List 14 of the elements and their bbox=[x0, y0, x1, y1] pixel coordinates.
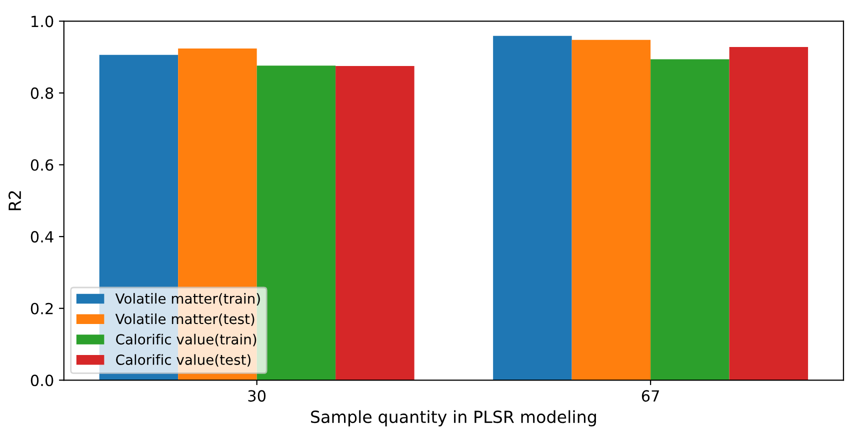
x-tick-label: 30 bbox=[248, 390, 266, 402]
legend-label: Volatile matter(train) bbox=[115, 293, 260, 306]
legend-label: Calorific value(train) bbox=[116, 334, 256, 346]
x-axis-title: Sample quantity in PLSR modeling bbox=[311, 410, 596, 426]
y-tick-label: 0.4 bbox=[30, 231, 54, 243]
legend-label: Volatile matter(test) bbox=[115, 313, 254, 326]
legend-label: Calorific value(test) bbox=[116, 354, 250, 367]
y-tick-label: 0.2 bbox=[30, 302, 53, 314]
y-tick-label: 0.8 bbox=[30, 87, 54, 99]
y-tick-label: 0.6 bbox=[30, 159, 54, 171]
y-axis-title: R2 bbox=[8, 191, 21, 210]
y-tick-label: 1.0 bbox=[32, 16, 54, 28]
y-tick-label: 0.0 bbox=[30, 374, 54, 386]
x-tick-label: 67 bbox=[642, 390, 659, 402]
